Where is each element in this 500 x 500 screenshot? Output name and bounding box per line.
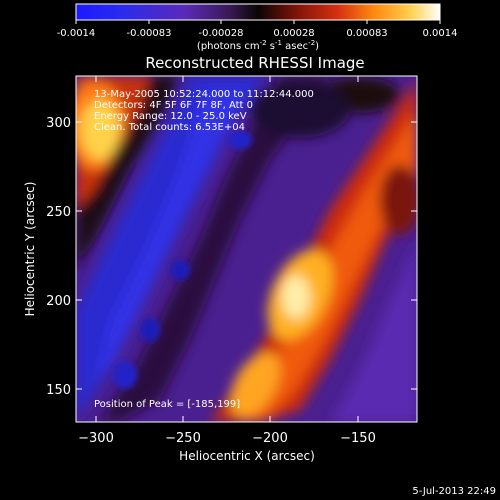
x-tick-label: −200	[252, 431, 288, 446]
footer-date: 5-Jul-2013 22:49	[412, 486, 496, 497]
x-axis: −300 −250 −200 −150	[78, 76, 376, 446]
annotation-time: 13-May-2005 10:52:24.000 to 11:12:44.000	[94, 89, 314, 100]
colorbar-tick-label: 0.0014	[423, 28, 458, 39]
colorbar-tick-label: 0.00028	[273, 28, 314, 39]
y-tick-label: 200	[46, 294, 71, 309]
y-axis-label: Heliocentric Y (arcsec)	[23, 182, 37, 317]
y-tick-label: 300	[46, 116, 71, 131]
colorbar-tick-label: -0.0014	[57, 28, 96, 39]
annotation-detectors: Detectors: 4F 5F 6F 7F 8F, Att 0	[94, 100, 253, 111]
heatmap-image	[76, 76, 417, 422]
chart-title: Reconstructed RHESSI Image	[145, 54, 364, 72]
annotation-counts: Clean. Total counts: 6.53E+04	[94, 122, 245, 133]
x-tick-label: −300	[78, 431, 114, 446]
colorbar-unit: (photons cm-2 s-1 asec-2)	[197, 39, 319, 52]
colorbar-tick-label: -0.00028	[199, 28, 244, 39]
x-tick-label: −250	[165, 431, 201, 446]
y-tick-label: 150	[46, 383, 71, 398]
x-axis-label: Heliocentric X (arcsec)	[179, 449, 315, 463]
colorbar-ticks: -0.0014 -0.00083 -0.00028 0.00028 0.0008…	[57, 20, 458, 39]
y-axis: 150 200 250 300	[46, 116, 417, 398]
peak-position-label: Position of Peak = [-185,199]	[94, 399, 240, 410]
annotation-energy: Energy Range: 12.0 - 25.0 keV	[94, 111, 247, 122]
x-tick-label: −150	[340, 431, 376, 446]
colorbar	[75, 3, 441, 21]
colorbar-tick-label: -0.00083	[127, 28, 172, 39]
y-tick-label: 250	[46, 205, 71, 220]
plot-frame	[75, 75, 418, 423]
colorbar-tick-label: 0.00083	[346, 28, 387, 39]
